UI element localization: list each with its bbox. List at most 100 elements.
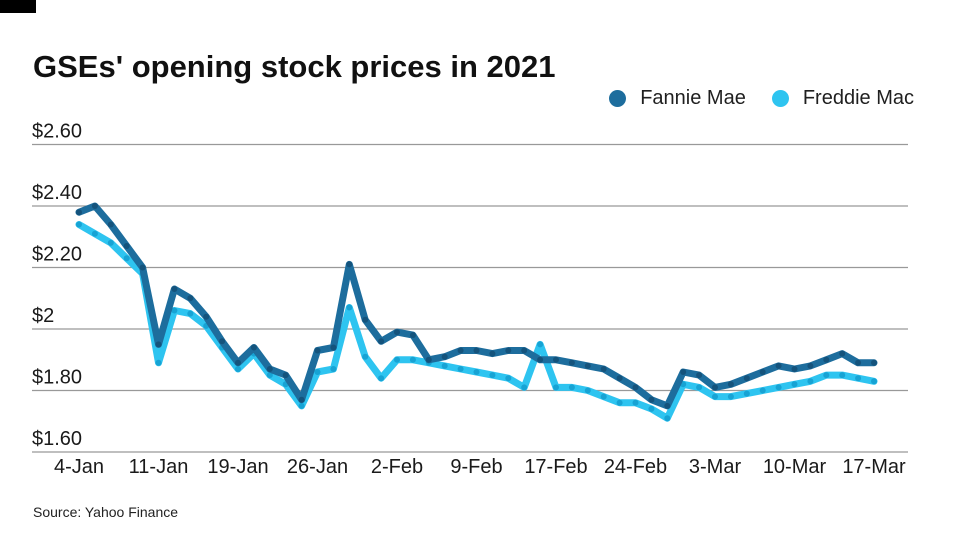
freddie-mac-point [807, 378, 814, 385]
freddie-mac-point [775, 384, 782, 391]
corner-accent-bar [0, 0, 36, 13]
fannie-mae-point [505, 347, 512, 354]
fannie-mae-point [91, 203, 98, 209]
fannie-mae-point [743, 375, 750, 382]
fannie-mae-point [775, 362, 782, 369]
x-tick-label: 9-Feb [450, 456, 502, 478]
freddie-mac-point [696, 384, 703, 391]
freddie-mac-point [187, 310, 194, 317]
freddie-mac-point [759, 387, 766, 394]
x-tick-label: 26-Jan [287, 456, 348, 478]
fannie-mae-point [616, 375, 623, 382]
freddie-mac-point [568, 384, 575, 391]
fannie-mae-point [219, 338, 226, 345]
x-tick-label: 4-Jan [54, 456, 104, 478]
freddie-mac-point [521, 384, 528, 391]
fannie-mae-point [203, 313, 210, 320]
freddie-mac-point [76, 221, 82, 228]
fannie-mae-point [871, 359, 877, 366]
freddie-mac-point [362, 353, 369, 360]
fannie-mae-point [314, 347, 321, 354]
freddie-mac-point [473, 369, 480, 375]
fannie-mae-point [600, 366, 607, 372]
y-tick-label: $2 [32, 305, 54, 327]
freddie-mac-point [791, 381, 798, 388]
fannie-mae-point [473, 347, 480, 354]
freddie-mac-point [712, 393, 718, 400]
fannie-mae-point [521, 347, 528, 354]
legend-dot-icon [771, 89, 789, 107]
fannie-mae-point [584, 362, 591, 369]
freddie-mac-point [505, 375, 512, 382]
freddie-mac-point [330, 366, 337, 372]
fannie-mae-point [409, 332, 416, 339]
fannie-mae-point [712, 384, 718, 391]
y-tick-label: $2.60 [32, 121, 82, 143]
freddie-mac-point [664, 415, 671, 422]
freddie-mac-point [346, 304, 353, 311]
fannie-mae-point [139, 264, 146, 271]
y-tick-label: $1.60 [32, 428, 82, 450]
freddie-mac-point [91, 230, 98, 237]
fannie-mae-point [680, 369, 687, 375]
fannie-mae-point [457, 347, 464, 354]
legend-label: Fannie Mae [640, 86, 746, 109]
fannie-mae-point [553, 356, 559, 363]
fannie-mae-point [76, 209, 82, 216]
fannie-mae-line [75, 202, 878, 410]
fannie-mae-point [537, 356, 544, 363]
fannie-mae-point [664, 402, 671, 409]
freddie-mac-point [823, 372, 830, 379]
fannie-mae-point [171, 286, 178, 292]
x-tick-label: 24-Feb [604, 456, 667, 478]
fannie-mae-point [250, 344, 257, 351]
fannie-mae-point [155, 341, 162, 348]
freddie-mac-point [632, 399, 639, 406]
x-tick-label: 17-Feb [524, 456, 587, 478]
freddie-mac-point [727, 393, 734, 400]
freddie-mac-point [298, 402, 305, 409]
fannie-mae-point [727, 381, 734, 388]
fannie-mae-point [346, 261, 353, 268]
fannie-mae-point [823, 356, 830, 363]
y-tick-label: $2.20 [32, 244, 82, 266]
x-tick-label: 11-Jan [129, 456, 189, 478]
fannie-mae-point [759, 369, 766, 375]
source-note: Source: Yahoo Finance [33, 504, 179, 520]
freddie-mac-point [489, 372, 496, 379]
fannie-mae-point [441, 353, 448, 360]
legend: Fannie Mae Freddie Mac [609, 87, 914, 109]
fannie-mae-point [394, 329, 400, 336]
fannie-mae-point [632, 384, 639, 391]
legend-item-freddie-mac: Freddie Mac [771, 86, 914, 110]
fannie-mae-point [855, 359, 862, 366]
freddie-mac-point [155, 359, 162, 366]
freddie-mac-point [394, 356, 400, 363]
freddie-mac-point [171, 307, 178, 314]
fannie-mae-point [568, 359, 575, 366]
x-tick-label: 19-Jan [207, 456, 268, 478]
freddie-mac-point [266, 372, 273, 379]
freddie-mac-point [871, 378, 877, 385]
freddie-mac-point [855, 375, 862, 382]
fannie-mae-point [123, 243, 130, 249]
legend-dot-icon [609, 89, 627, 107]
page-title: GSEs' opening stock prices in 2021 [33, 48, 556, 84]
fannie-mae-point [807, 362, 814, 369]
freddie-mac-point [457, 366, 464, 372]
legend-item-fannie-mae: Fannie Mae [609, 87, 746, 110]
fannie-mae-point [282, 372, 289, 379]
legend-label: Freddie Mac [802, 86, 914, 109]
freddie-mac-line [75, 221, 878, 422]
fannie-mae-point [187, 295, 194, 302]
fannie-mae-point [378, 338, 385, 345]
fannie-mae-point [791, 366, 798, 372]
freddie-mac-point [123, 255, 130, 262]
fannie-mae-point [696, 372, 703, 379]
x-tick-label: 3-Mar [689, 456, 742, 478]
freddie-mac-point [235, 366, 241, 372]
freddie-mac-point [584, 387, 591, 394]
fannie-mae-point [107, 221, 114, 228]
fannie-mae-point [362, 316, 369, 323]
